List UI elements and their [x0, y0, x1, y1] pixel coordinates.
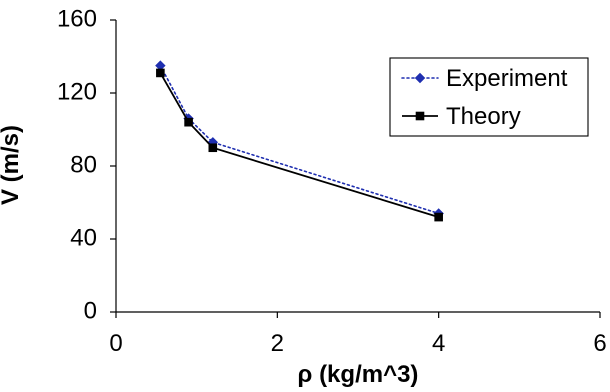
legend: Experiment Theory: [389, 57, 589, 137]
x-ticks: 0 2 4 6: [109, 312, 607, 357]
y-tick-label: 160: [57, 5, 97, 32]
data-point-theory: [434, 212, 443, 222]
y-tick-label: 0: [84, 297, 97, 324]
y-ticks: 0 40 80 120 160: [57, 5, 116, 324]
x-tick-label: 2: [271, 330, 284, 357]
x-tick-label: 4: [432, 330, 445, 357]
data-point-theory: [156, 68, 165, 78]
data-point-theory: [184, 117, 193, 127]
series-layer: [155, 60, 444, 222]
series-line-experiment: [159, 64, 440, 215]
legend-marker-experiment: [414, 72, 426, 84]
legend-marker-theory: [415, 111, 425, 121]
x-tick-label: 0: [109, 330, 122, 357]
y-tick-label: 40: [70, 224, 97, 251]
series-line-theory: [159, 72, 439, 218]
legend-label-experiment: Experiment: [446, 65, 568, 92]
y-tick-label: 80: [70, 151, 97, 178]
legend-label-theory: Theory: [446, 103, 521, 130]
data-point-theory: [208, 143, 218, 153]
legend-box: [389, 57, 589, 137]
x-tick-label: 6: [593, 330, 606, 357]
x-axis-title: ρ (kg/m^3): [298, 361, 419, 388]
y-tick-label: 120: [57, 78, 97, 105]
y-axis-title: V (m/s): [0, 125, 24, 205]
